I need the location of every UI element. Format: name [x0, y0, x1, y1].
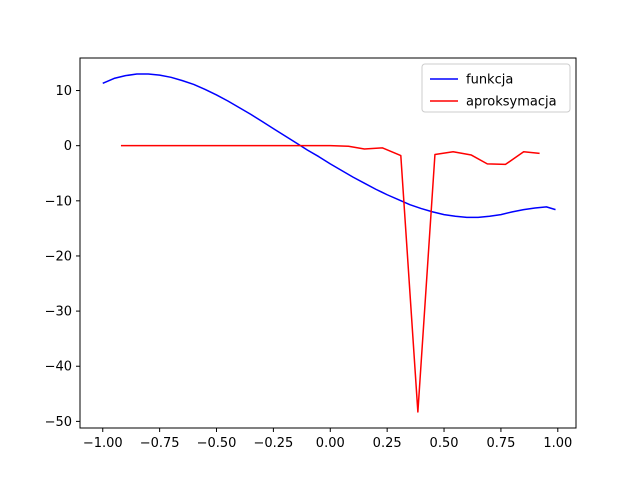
x-tick-label: 0.50	[430, 436, 459, 451]
y-tick-label: −40	[45, 360, 72, 375]
y-tick-label: −50	[45, 415, 72, 430]
y-tick-label: −30	[45, 305, 72, 320]
x-tick-label: −0.75	[140, 436, 180, 451]
series-line-aproksymacja	[120, 144, 540, 413]
plot-frame	[79, 57, 577, 429]
y-axis: 10 0 −10 −20 −30 −40 −50	[45, 84, 80, 430]
legend: funkcja aproksymacja	[421, 63, 571, 113]
y-tick-label: −10	[45, 194, 72, 209]
x-tick-label: 0.00	[316, 436, 345, 451]
series-layer	[102, 73, 556, 413]
series-line-funkcja	[102, 73, 556, 219]
x-tick-label: −0.50	[197, 436, 237, 451]
plot-area-background	[80, 58, 576, 428]
x-tick-label: −0.25	[253, 436, 293, 451]
legend-box	[421, 63, 571, 113]
legend-label-funkcja: funkcja	[466, 73, 513, 88]
y-tick-label: 0	[64, 139, 72, 154]
legend-label-aproksymacja: aproksymacja	[466, 95, 557, 110]
x-tick-label: 0.25	[373, 436, 402, 451]
y-tick-label: 10	[55, 84, 72, 99]
x-tick-label: 1.00	[543, 436, 572, 451]
x-tick-label: 0.75	[486, 436, 515, 451]
x-tick-label: −1.00	[83, 436, 123, 451]
x-axis: −1.00 −0.75 −0.50 −0.25 0.00 0.25 0.50 0.75 1.00	[83, 428, 572, 451]
y-tick-label: −20	[45, 249, 72, 264]
